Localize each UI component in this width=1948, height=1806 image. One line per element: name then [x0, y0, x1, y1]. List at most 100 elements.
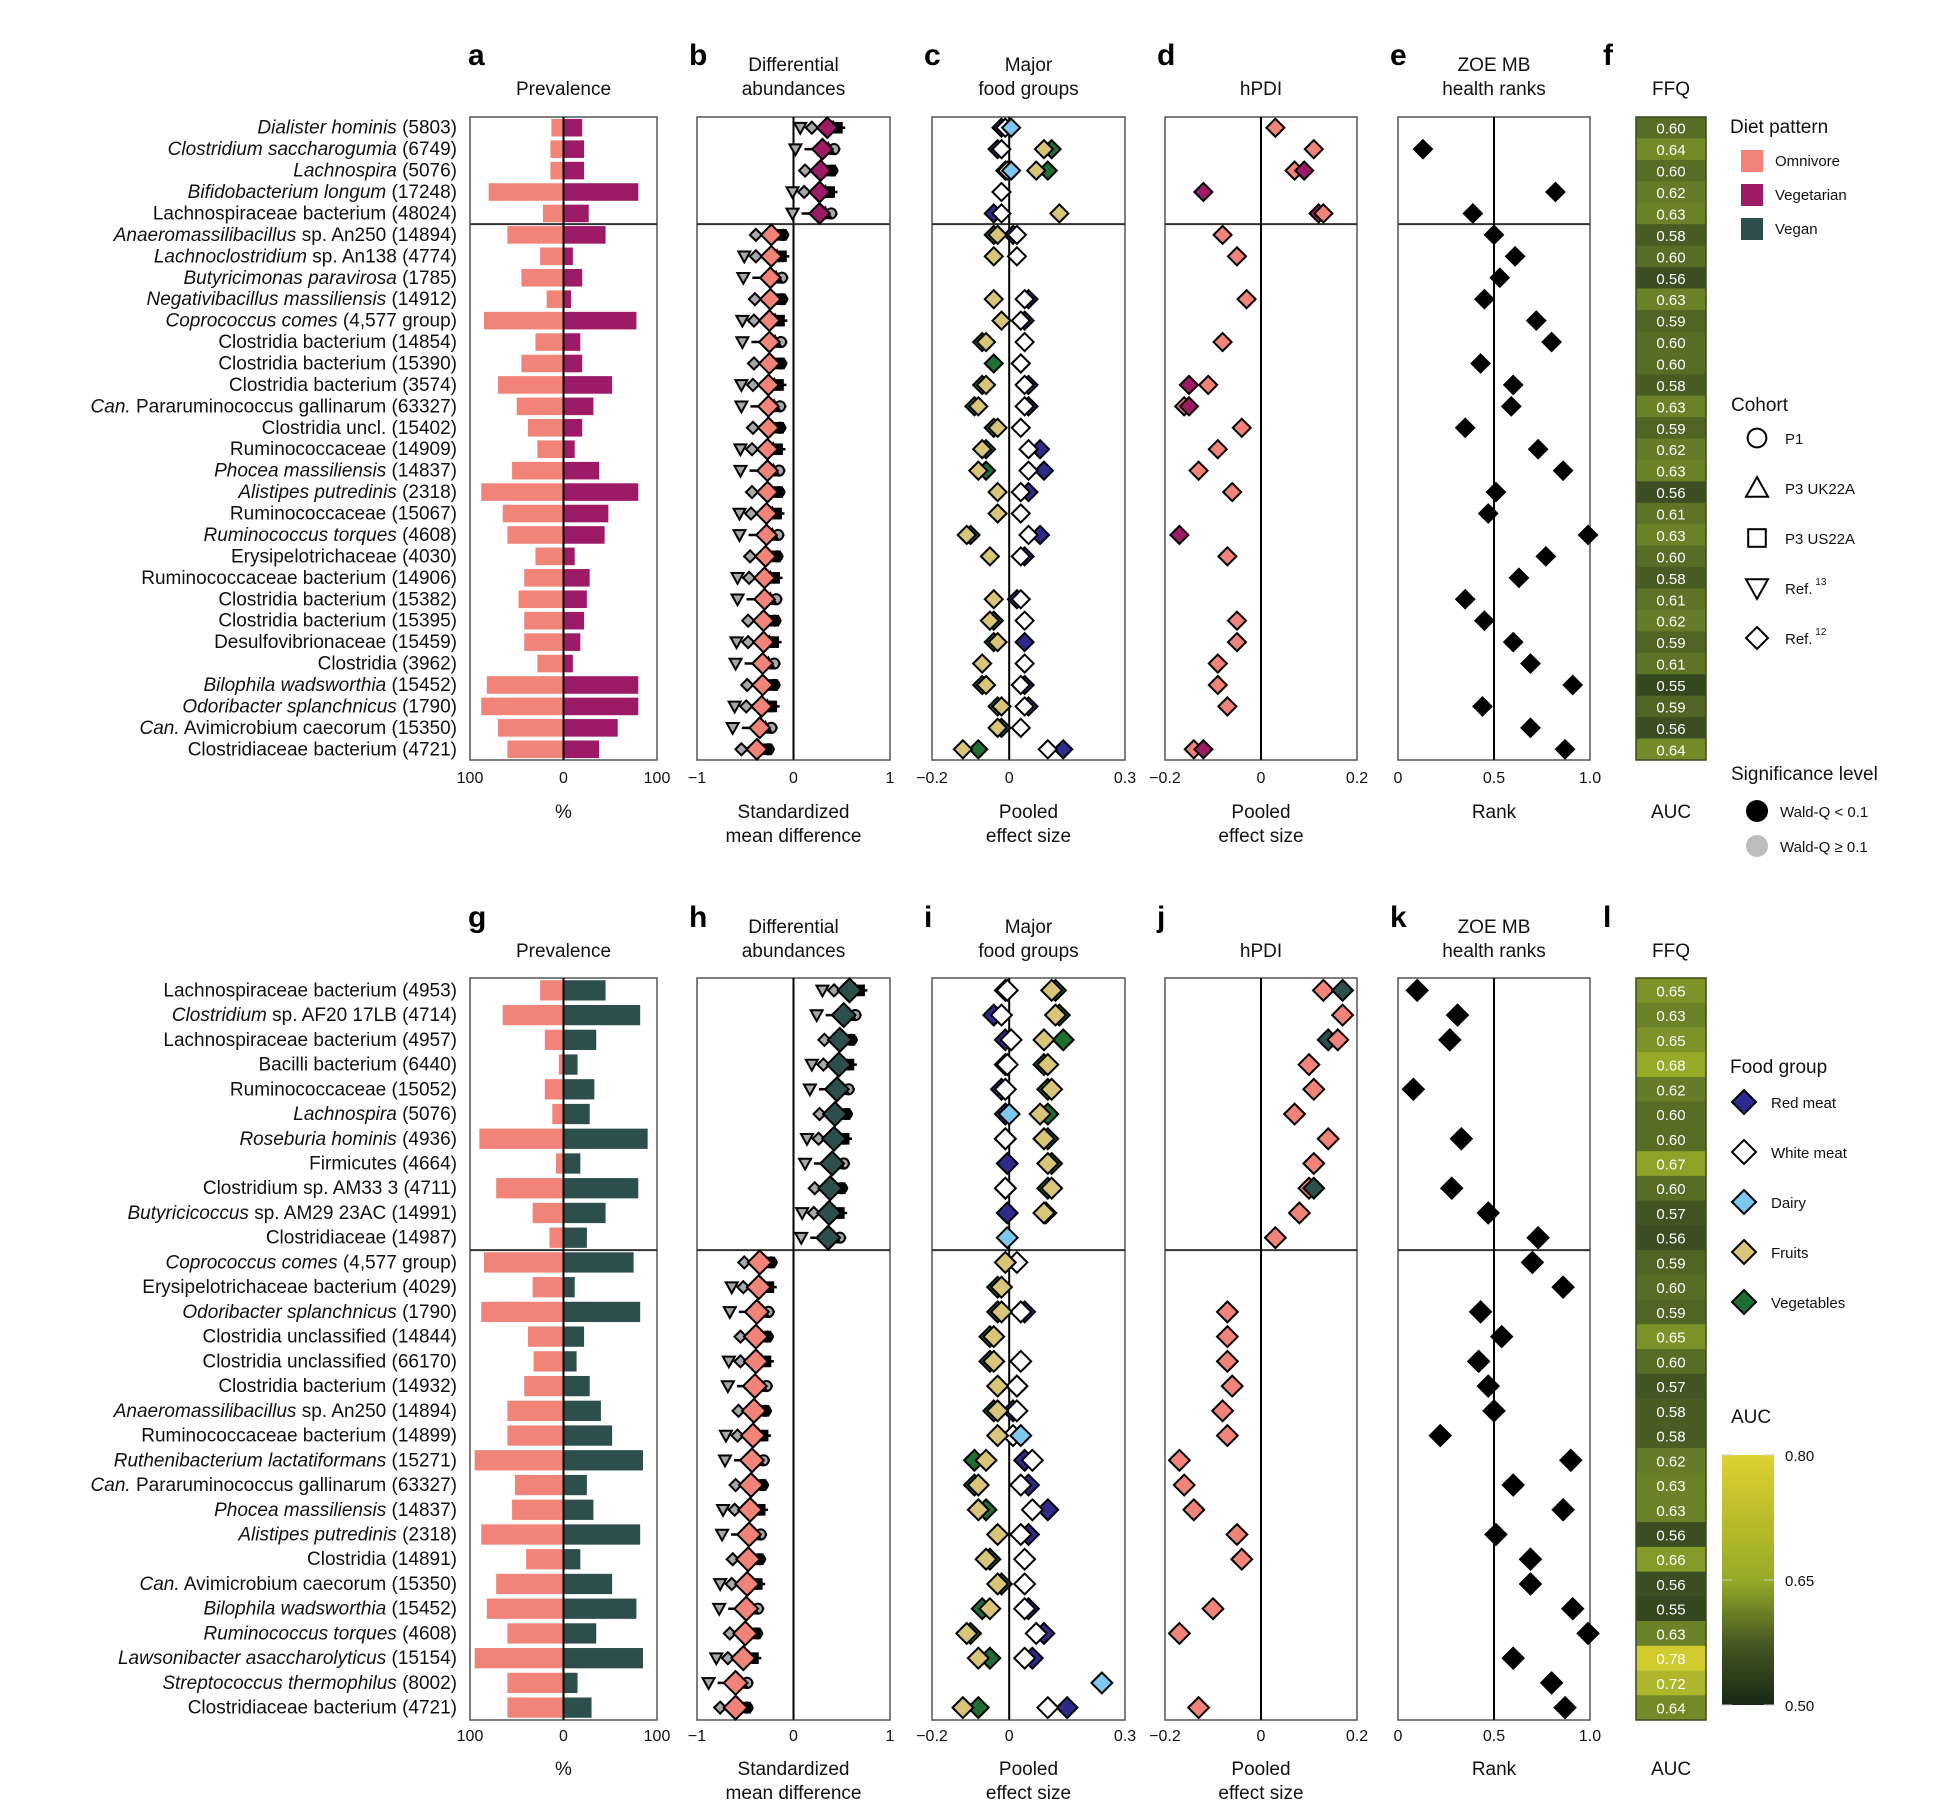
prevalence-bar-vegetarian	[563, 397, 594, 416]
rank-marker	[1500, 395, 1522, 417]
hpdi-marker	[1264, 117, 1286, 139]
fruits-marker	[985, 1399, 1010, 1423]
fruits-marker	[987, 224, 1009, 246]
axis-title: effect size	[986, 1783, 1071, 1804]
cohort-marker	[724, 1281, 740, 1296]
hpdi-marker	[1311, 978, 1336, 1003]
fruits-marker	[985, 1572, 1010, 1596]
legend-title-diet-pattern: Diet pattern	[1730, 117, 1828, 138]
cohort-marker	[793, 1231, 809, 1246]
cohort-marker	[808, 1009, 825, 1024]
rank-marker	[1520, 717, 1541, 739]
legend-cohort-label: P3 US22A	[1785, 531, 1855, 548]
cohort-marker	[722, 1306, 738, 1320]
pooled-smd-marker	[740, 1397, 768, 1425]
cohort-marker	[733, 379, 750, 393]
species-label: Lachnospiraceae bacterium (4957)	[163, 1030, 457, 1051]
fruits-marker	[974, 1448, 998, 1473]
ffq-auc-value: 0.61	[1656, 592, 1685, 609]
species-label-part: (4936)	[397, 1129, 457, 1150]
species-label: Ruminococcaceae bacterium (14899)	[141, 1426, 457, 1447]
species-label: Alistipes putredinis (2318)	[237, 1525, 457, 1546]
legend-food-label: Vegetables	[1771, 1295, 1845, 1312]
pooled-smd-marker	[732, 1595, 760, 1622]
fruits-marker	[981, 1349, 1006, 1374]
legend-cohort-triangle-icon	[1744, 474, 1770, 498]
species-label-part: Pararuminococcus gallinarum (63327)	[131, 1475, 457, 1496]
ffq-cell	[1636, 1695, 1706, 1721]
ffq-auc-value: 0.61	[1656, 657, 1685, 674]
species-label-part: Can.	[91, 1475, 131, 1496]
ffq-auc-value: 0.66	[1656, 1552, 1685, 1569]
rank-marker	[1482, 1399, 1506, 1423]
cohort-marker	[812, 1106, 827, 1122]
legend-label-vegetarian: Vegetarian	[1775, 187, 1847, 204]
red-meat-marker	[1055, 1695, 1079, 1720]
cohort-marker	[739, 677, 755, 693]
species-label-part: (6749)	[397, 139, 457, 160]
cohort-marker	[806, 1205, 822, 1221]
prevalence-bar-vegan	[563, 1524, 641, 1545]
pooled-smd-marker	[722, 1694, 749, 1721]
fruits-marker	[1039, 1176, 1064, 1201]
ffq-auc-value: 0.63	[1656, 292, 1685, 309]
panel-title: hPDI	[1240, 941, 1282, 962]
legend-label-vegan: Vegan	[1775, 221, 1818, 238]
rank-marker	[1545, 181, 1566, 203]
prevalence-bar-vegan	[563, 1277, 575, 1298]
legend-cohort-triangle-down-icon	[1744, 578, 1770, 602]
hpdi-marker	[1201, 1596, 1225, 1621]
fruits-marker	[987, 631, 1009, 653]
cohort-marker	[807, 1180, 823, 1196]
vegetables-marker	[967, 738, 989, 760]
vegetables-marker	[983, 353, 1005, 374]
pooled-smd-marker	[807, 201, 832, 226]
cohort-marker	[816, 1057, 831, 1072]
species-label-part: (4,577 group)	[338, 311, 457, 332]
species-label-part: Can.	[139, 1574, 179, 1595]
species-label-part: (2318)	[397, 482, 457, 503]
species-label: Streptococcus thermophilus (8002)	[162, 1673, 457, 1694]
fruits-marker	[983, 588, 1005, 610]
ffq-cell	[1636, 245, 1706, 268]
red-meat-marker	[1033, 460, 1055, 482]
species-label: Clostridium sp. AF20 17LB (4714)	[172, 1005, 457, 1026]
ffq-cell	[1636, 631, 1706, 654]
species-label-part: Clostridia bacterium (14854)	[218, 332, 457, 353]
white-meat-marker	[1008, 1349, 1033, 1374]
ffq-cell	[1636, 181, 1706, 204]
pooled-smd-marker	[736, 1496, 764, 1524]
ffq-cell	[1636, 1274, 1706, 1301]
axis-title: Rank	[1472, 1759, 1517, 1780]
prevalence-bar-omnivore	[521, 268, 564, 287]
legend-food-label: Red meat	[1771, 1095, 1837, 1112]
species-label-part: Roseburia hominis	[239, 1129, 397, 1150]
species-label: Clostridia bacterium (14932)	[218, 1376, 457, 1397]
rank-marker	[1526, 1225, 1550, 1250]
prevalence-bar-vegan	[563, 1079, 595, 1100]
ffq-cell	[1636, 138, 1706, 161]
legend-food-vegetables-icon	[1730, 1288, 1758, 1316]
white-meat-marker	[1010, 717, 1032, 739]
panel-letter: f	[1603, 39, 1614, 72]
ffq-cell	[1636, 1349, 1706, 1375]
ffq-auc-value: 0.58	[1656, 228, 1685, 245]
rank-marker	[1501, 1646, 1526, 1670]
prevalence-bar-omnivore	[544, 1029, 564, 1050]
prevalence-bar-vegetarian	[563, 719, 618, 737]
species-label: Phocea massiliensis (14837)	[214, 1500, 457, 1521]
rank-marker	[1485, 481, 1507, 503]
prevalence-bar-vegetarian	[563, 161, 585, 180]
prevalence-bar-omnivore	[484, 311, 564, 330]
prevalence-bar-vegetarian	[563, 183, 639, 201]
prevalence-bar-vegetarian	[563, 526, 605, 544]
cohort-marker	[738, 699, 754, 714]
fruits-marker	[1035, 1052, 1060, 1077]
ffq-auc-value: 0.67	[1656, 1157, 1685, 1174]
pooled-smd-marker	[808, 158, 833, 183]
hpdi-marker	[1212, 331, 1234, 353]
hpdi-marker	[1197, 374, 1219, 396]
rank-marker	[1576, 1621, 1600, 1646]
species-label-part: Bilophila wadsworthia	[204, 675, 387, 696]
fruits-marker	[985, 1423, 1010, 1448]
